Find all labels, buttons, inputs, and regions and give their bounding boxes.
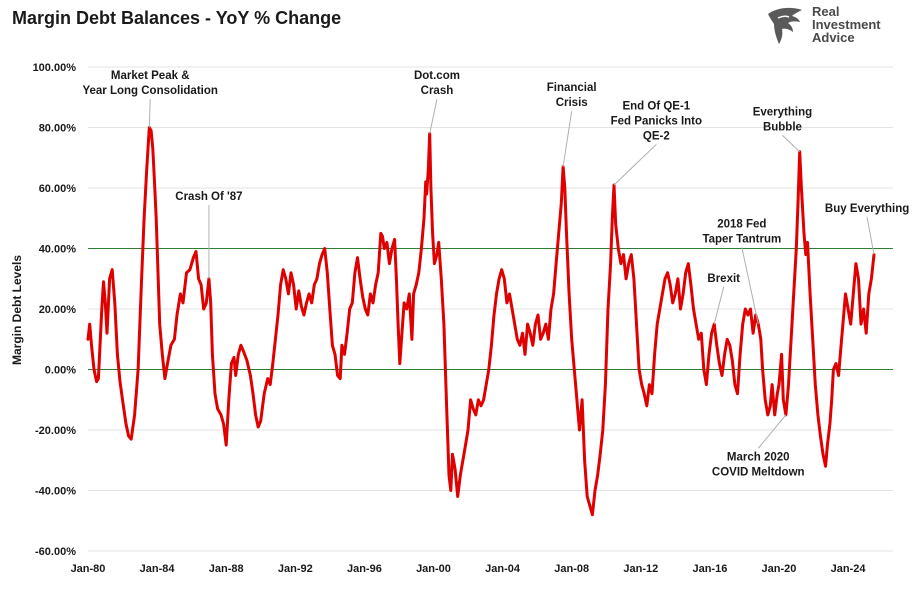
annotation-leader (713, 286, 725, 325)
x-tick-label: Jan-88 (209, 563, 244, 575)
eagle-head-icon (768, 7, 802, 44)
annotation-label: QE-2 (643, 130, 670, 142)
annotation-label: Dot.com (414, 70, 460, 82)
x-tick-label: Jan-04 (485, 563, 521, 575)
x-tick-label: Jan-08 (554, 563, 589, 575)
annotation-label: Everything (753, 106, 812, 118)
y-tick-label: 40.00% (39, 244, 77, 256)
annotation-label: 2018 Fed (717, 218, 766, 230)
y-tick-label: 80.00% (39, 123, 77, 135)
annotation-label: End Of QE-1 (622, 100, 690, 112)
annotation-leader (562, 111, 573, 167)
annotation-label: Crash (421, 85, 454, 97)
annotation-label: Taper Tantrum (702, 233, 781, 245)
x-tick-label: Jan-20 (762, 563, 797, 575)
annotation-label: Market Peak & (111, 70, 190, 82)
annotation-leader (613, 143, 657, 186)
annotation-label: Brexit (707, 273, 740, 285)
reference-lines (88, 248, 893, 370)
annotation-label: Crisis (556, 97, 588, 109)
logo-text: Real Investment Advice (812, 5, 881, 44)
y-tick-label: -40.00% (35, 486, 76, 498)
series-group (86, 126, 876, 517)
logo-line: Advice (812, 30, 855, 45)
annotation-label: Fed Panicks Into (611, 115, 702, 127)
y-tick-label: 60.00% (39, 183, 77, 195)
annotation-label: March 2020 (727, 451, 790, 463)
x-tick-label: Jan-92 (278, 563, 313, 575)
series-line (86, 126, 876, 517)
x-tick-label: Jan-12 (623, 563, 658, 575)
x-tick-label: Jan-00 (416, 563, 451, 575)
y-axis-ticks: 100.00% 80.00% 60.00% 40.00% 20.00% 0.00% -20.… (33, 62, 77, 558)
x-tick-label: Jan-24 (831, 563, 867, 575)
y-tick-label: 100.00% (33, 62, 77, 74)
annotation-label: Buy Everything (825, 203, 909, 215)
annotation-leader (741, 247, 759, 325)
annotation-leader (757, 414, 787, 449)
annotation-label: Crash Of '87 (175, 191, 242, 203)
annotations-group: Market Peak & Year Long Consolidation Cras… (82, 70, 909, 478)
annotation-leader (148, 99, 151, 128)
logo-line: Investment (812, 17, 881, 32)
annotation-label: Year Long Consolidation (82, 85, 217, 97)
x-axis-ticks: Jan-80 Jan-84 Jan-88 Jan-92 Jan-96 Jan-00 Jan-… (71, 563, 867, 575)
brand-logo: Real Investment Advice (764, 4, 906, 48)
annotation-label: Financial (547, 82, 597, 94)
x-tick-label: Jan-16 (692, 563, 727, 575)
chart-title: Margin Debt Balances - YoY % Change (12, 8, 342, 28)
annotation-leader (782, 135, 801, 153)
y-tick-label: -20.00% (35, 425, 76, 437)
x-tick-label: Jan-84 (140, 563, 176, 575)
x-tick-label: Jan-96 (347, 563, 382, 575)
x-tick-label: Jan-80 (71, 563, 106, 575)
gridlines (88, 66, 893, 552)
annotation-label: COVID Meltdown (712, 466, 805, 478)
logo-line: Real (812, 4, 840, 19)
annotation-label: Bubble (763, 121, 802, 133)
y-tick-label: 0.00% (45, 365, 76, 377)
annotation-leader (429, 98, 438, 134)
annotation-leader (866, 217, 875, 255)
y-tick-label: -60.00% (35, 546, 76, 558)
y-tick-label: 20.00% (39, 304, 77, 316)
y-axis-label: Margin Debt Levels (10, 255, 24, 365)
